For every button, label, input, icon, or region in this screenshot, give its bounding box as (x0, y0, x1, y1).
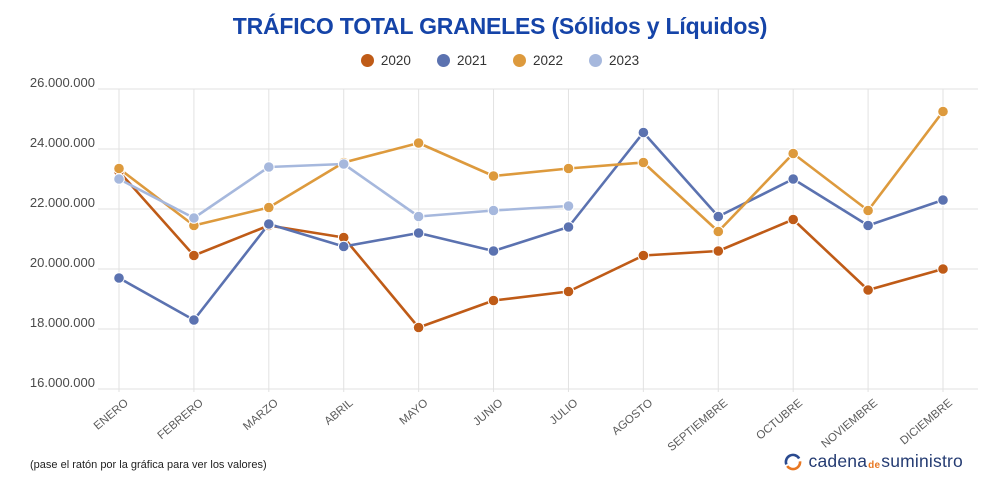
point-2022-MARZO[interactable] (263, 201, 275, 214)
point-2021-ABRIL[interactable] (337, 240, 350, 253)
point-2023-ABRIL[interactable] (337, 158, 350, 170)
point-2023-JULIO[interactable] (562, 200, 575, 212)
legend-swatch-2023 (589, 54, 603, 67)
legend-item-2021[interactable]: 2021 (436, 53, 487, 68)
x-tick-label: MARZO (241, 397, 281, 433)
point-2022-AGOSTO[interactable] (637, 156, 650, 169)
point-2022-SEPTIEMBRE[interactable] (712, 225, 725, 238)
legend-swatch-2022 (513, 54, 526, 67)
x-tick-label: MAYO (398, 397, 431, 427)
point-2023-JUNIO[interactable] (487, 204, 500, 217)
y-tick-label: 18.000.000 (30, 315, 95, 330)
point-2020-JULIO[interactable] (562, 285, 575, 298)
point-2021-SEPTIEMBRE[interactable] (712, 210, 725, 223)
brand-word-suministro: suministro (881, 451, 963, 471)
x-tick-label: OCTUBRE (754, 397, 805, 443)
point-2021-MARZO[interactable] (263, 218, 275, 230)
legend-swatch-2021 (436, 54, 450, 67)
point-2021-ENERO[interactable] (113, 272, 125, 284)
brand-circle-icon (784, 453, 801, 470)
x-tick-label: SEPTIEMBRE (666, 397, 731, 454)
point-2021-MAYO[interactable] (412, 227, 425, 239)
traffic-line-chart[interactable]: 16.000.000 18.000.000 20.000.000 22.000.000… (0, 0, 1000, 460)
series-line-2022 (117, 110, 945, 233)
point-2020-JUNIO[interactable] (487, 294, 500, 307)
point-2022-OCTUBRE[interactable] (787, 147, 800, 160)
x-tick-label: NOVIEMBRE (819, 397, 880, 451)
x-tick-label: AGOSTO (610, 397, 655, 438)
point-2023-ENERO[interactable] (113, 173, 125, 185)
point-2022-ENERO[interactable] (113, 162, 125, 175)
point-2021-FEBRERO[interactable] (188, 314, 200, 326)
point-2022-JULIO[interactable] (562, 162, 575, 175)
chart-title: TRÁFICO TOTAL GRANELES (Sólidos y Líquid… (232, 13, 768, 39)
legend-item-2023[interactable]: 2023 (589, 53, 639, 68)
point-2020-MAYO[interactable] (412, 321, 425, 334)
legend-swatch-2020 (360, 54, 374, 67)
legend-item-2022[interactable]: 2022 (513, 53, 563, 68)
point-2022-MAYO[interactable] (412, 137, 425, 149)
point-2022-NOVIEMBRE[interactable] (862, 204, 874, 217)
x-tick-label: FEBRERO (156, 397, 206, 442)
point-2021-NOVIEMBRE[interactable] (862, 219, 874, 232)
brand-word-cadena: cadena (808, 451, 868, 471)
x-tick-label: JULIO (548, 397, 581, 427)
brand-word-de: de (868, 460, 881, 471)
point-2023-MAYO[interactable] (412, 210, 425, 223)
x-tick-label: DICIEMBRE (898, 397, 955, 447)
point-2020-NOVIEMBRE[interactable] (862, 284, 874, 296)
legend: 2020 2021 2022 2023 (0, 53, 1000, 68)
point-2022-JUNIO[interactable] (487, 170, 500, 182)
y-tick-label: 22.000.000 (30, 195, 95, 210)
brand-name: cadenadesuministro (809, 451, 963, 472)
point-2020-OCTUBRE[interactable] (787, 213, 800, 226)
point-2022-DICIEMBRE[interactable] (937, 105, 949, 118)
point-2023-FEBRERO[interactable] (188, 212, 200, 224)
hover-hint: (pase el ratón por la gráfica para ver l… (30, 459, 267, 471)
x-tick-label: JUNIO (471, 397, 505, 428)
point-2021-JUNIO[interactable] (487, 245, 500, 257)
point-2020-AGOSTO[interactable] (637, 249, 650, 262)
point-2021-DICIEMBRE[interactable] (937, 194, 949, 206)
legend-label-2023: 2023 (609, 53, 640, 68)
point-2023-MARZO[interactable] (263, 161, 275, 173)
legend-label-2022: 2022 (533, 53, 564, 68)
y-tick-label: 20.000.000 (30, 255, 95, 270)
x-tick-label: ENERO (92, 397, 131, 433)
x-tick-label: ABRIL (322, 397, 356, 428)
point-2020-FEBRERO[interactable] (188, 249, 200, 262)
point-2020-SEPTIEMBRE[interactable] (712, 245, 725, 257)
point-2020-DICIEMBRE[interactable] (937, 263, 949, 275)
brand-logo[interactable]: cadenadesuministro (783, 451, 963, 472)
legend-label-2021: 2021 (456, 53, 487, 68)
point-2021-OCTUBRE[interactable] (787, 173, 800, 185)
point-2021-AGOSTO[interactable] (637, 126, 650, 139)
series-line-2021 (117, 131, 945, 322)
y-tick-label: 26.000.000 (30, 75, 95, 90)
series-line-2020 (117, 170, 945, 329)
point-2021-JULIO[interactable] (562, 221, 575, 233)
y-tick-label: 24.000.000 (30, 135, 95, 150)
y-tick-label: 16.000.000 (30, 375, 95, 390)
legend-label-2020: 2020 (380, 53, 411, 68)
legend-item-2020[interactable]: 2020 (360, 53, 411, 68)
